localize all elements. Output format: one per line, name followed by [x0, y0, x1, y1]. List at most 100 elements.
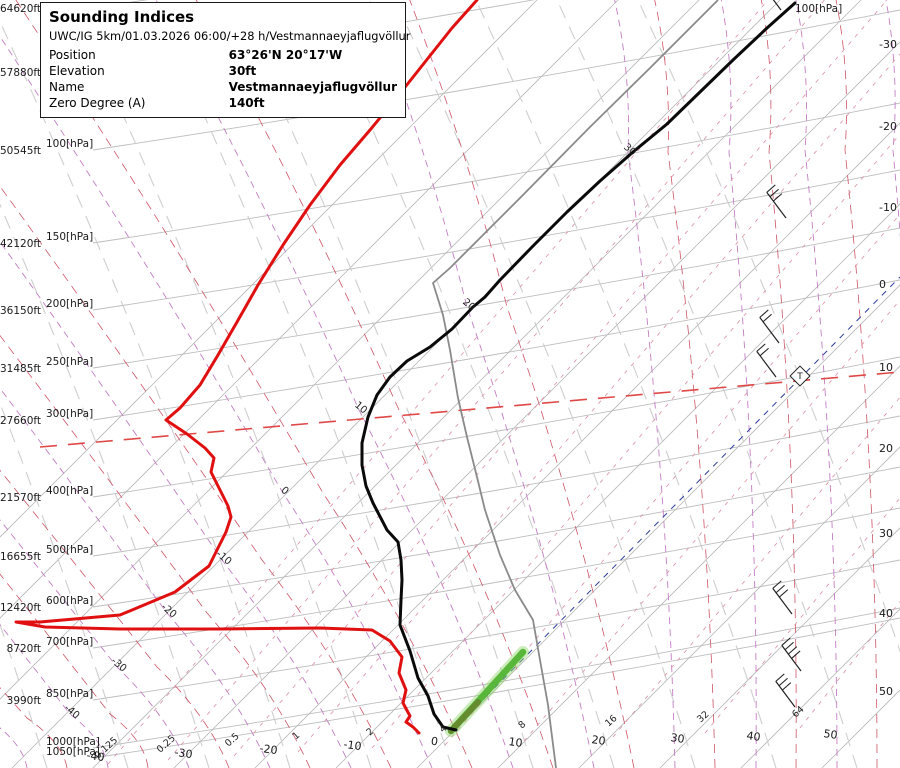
isobar-line: [92, 559, 900, 701]
mixing-ratio-line: [107, 0, 769, 765]
wind-barb-feather: [756, 343, 766, 352]
name-label: Name: [49, 80, 85, 94]
isotherm-line: [335, 203, 900, 768]
dewpoint-curve: [14, 0, 479, 735]
mixing-ratio-line: [371, 133, 900, 749]
tropopause-marker: T: [789, 365, 811, 387]
pressure-axis-label: 200[hPa]: [46, 298, 93, 310]
altitude-axis-label: 31485ft: [0, 363, 41, 375]
altitude-axis-label: 8720ft: [7, 643, 41, 655]
wind-barb-icon: [766, 184, 787, 219]
parcel-path-line: [451, 276, 900, 732]
elevation-value: 30ft: [228, 64, 257, 78]
dry-adiabat-red-line: [0, 334, 311, 768]
wind-barb-icon: [775, 673, 796, 708]
mixing-ratio-label: 0.5: [223, 731, 242, 749]
isotherm-label-right: 20: [879, 442, 893, 455]
wind-barb-icon: [772, 580, 793, 615]
tropopause-marker-diamond: [789, 365, 811, 387]
wind-barb-feather: [762, 313, 772, 323]
isotherm-line: [0, 0, 538, 538]
pressure-axis-label: 100[hPa]: [46, 138, 93, 150]
info-row-position: Position 63°26'N 20°17'W: [49, 47, 397, 63]
dry-adiabat-gray-line: [475, 0, 777, 768]
adiabat-label: 0: [279, 485, 291, 498]
adiabat-label: -40: [62, 703, 82, 722]
isobar-line: [92, 356, 900, 498]
pressure-axis-label: 300[hPa]: [46, 408, 93, 420]
dry-adiabat-red-line: [195, 0, 554, 768]
mixing-ratio-line: [233, 0, 888, 757]
wind-barb-feather: [781, 682, 792, 691]
info-row-name: Name Vestmannaeyjaflugvöllur: [49, 79, 397, 95]
wind-barb-icon: [772, 0, 782, 11]
wind-barb-feather: [766, 184, 776, 193]
dry-adiabat-red-line: [760, 0, 797, 768]
isotherm-line: [0, 0, 619, 619]
isotherm-label-bottom: 0: [430, 735, 439, 749]
isotherm-line: [578, 446, 900, 768]
altitude-axis-label: 50545ft: [0, 145, 41, 157]
altitude-axis-label: 42120ft: [0, 238, 41, 250]
wind-barb-feather: [787, 646, 798, 655]
pressure-axis-label: 500[hPa]: [46, 544, 93, 556]
wind-barb-icon: [781, 637, 802, 672]
isotherm-label-right: 0: [879, 278, 886, 291]
moist-adiabat-line: [614, 0, 676, 768]
wind-barb-feather: [772, 193, 783, 202]
wind-barb-shaft: [772, 588, 793, 615]
isotherm-label-bottom: 40: [746, 729, 762, 744]
wind-barb-feather: [759, 347, 769, 357]
adiabat-label: 20: [460, 297, 477, 314]
pressure-axis-label: 600[hPa]: [46, 595, 93, 607]
isotherm-label-right: 30: [879, 527, 893, 540]
wind-barb-feather: [778, 589, 789, 598]
isotherm-label-right: -20: [879, 120, 897, 133]
adiabat-label: -30: [109, 656, 129, 675]
isobar-line: [92, 279, 900, 421]
dry-adiabat-gray-line: [556, 0, 858, 768]
name-value: Vestmannaeyjaflugvöllur: [228, 80, 397, 94]
zero-degree-label: Zero Degree (A): [49, 96, 146, 110]
info-row-elevation: Elevation 30ft: [49, 63, 397, 79]
wind-barb-shaft: [756, 351, 777, 378]
moist-adiabat-line: [885, 0, 900, 238]
pressure-axis-label: 150[hPa]: [46, 231, 93, 243]
wind-barb-shaft: [759, 317, 780, 344]
wind-barb-feather: [775, 673, 785, 682]
mixing-ratio-line: [167, 0, 825, 761]
tropopause-marker-letter: T: [796, 372, 803, 382]
dry-adiabat-gray-line: [637, 0, 900, 653]
altitude-axis-label: 57880ft: [0, 67, 41, 79]
pressure-axis-label: 700[hPa]: [46, 636, 93, 648]
dry-adiabat-gray-line: [0, 203, 210, 768]
isotherm-line: [659, 527, 900, 768]
wind-barb-feather: [781, 637, 791, 646]
position-value: 63°26'N 20°17'W: [228, 48, 343, 62]
moist-adiabat-line: [0, 35, 433, 768]
aux-profile-line: [432, 0, 719, 768]
wind-barb-feather: [759, 309, 769, 318]
isotherm-label-bottom: 20: [591, 733, 607, 748]
info-box-subtitle: UWC/IG 5km/01.03.2026 06:00/+28 h/Vestma…: [49, 29, 411, 43]
isotherm-line: [416, 284, 900, 768]
altitude-axis-label: 16655ft: [0, 551, 41, 563]
wind-barb-icon: [759, 309, 780, 344]
pressure-axis-label: 1000[hPa]: [46, 736, 100, 748]
moist-adiabat-line: [720, 0, 757, 768]
moist-adiabat-line: [0, 387, 271, 768]
isotherm-label-bottom: 50: [823, 727, 839, 742]
isobar-line: [92, 227, 900, 369]
moist-adiabat-line: [0, 519, 190, 768]
wind-barb-feather: [769, 188, 779, 198]
altitude-axis-label: 3990ft: [7, 695, 41, 707]
elevation-label: Elevation: [49, 64, 105, 78]
moist-adiabat-line: [795, 0, 838, 768]
mixing-ratio-label: 8: [516, 719, 528, 731]
isotherm-label-right: 10: [879, 361, 893, 374]
mixing-ratio-label: 1: [290, 730, 302, 742]
info-box-table: Position 63°26'N 20°17'W Elevation 30ft …: [49, 47, 397, 111]
isotherm-label-bottom: -20: [259, 742, 279, 757]
info-box-title: Sounding Indices: [49, 8, 195, 26]
dry-adiabat-red-line: [0, 469, 230, 768]
